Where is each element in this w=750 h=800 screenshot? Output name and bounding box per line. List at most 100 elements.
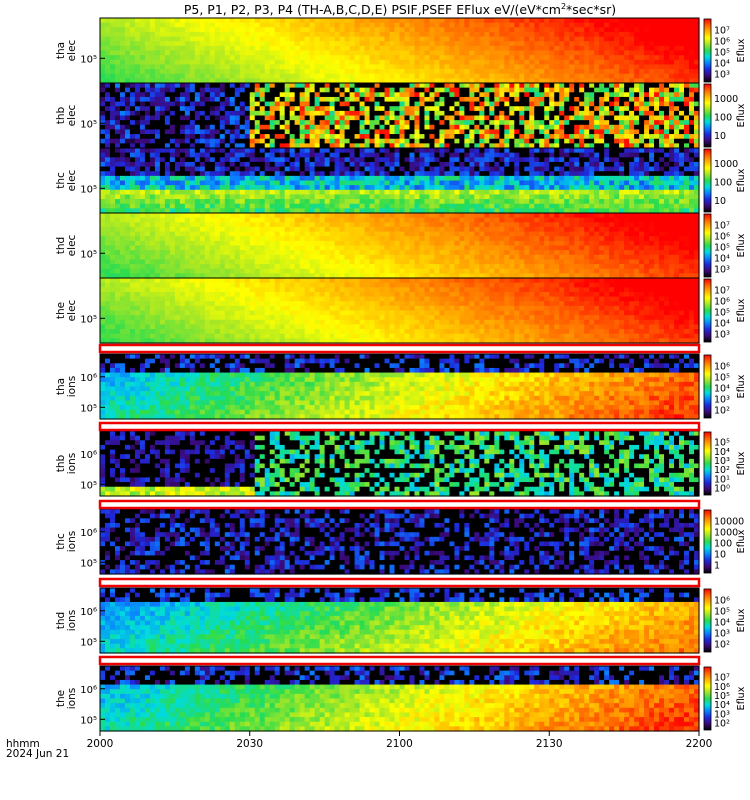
heatmap-cell [395,167,401,172]
heatmap-cell [629,134,635,139]
heatmap-cell [494,32,500,37]
heatmap-cell [429,199,435,204]
heatmap-cell [519,32,525,37]
heatmap-cell [400,32,406,37]
heatmap-cell [295,97,301,102]
heatmap-cell [524,88,530,93]
heatmap-cell [260,116,266,121]
heatmap-cell [170,69,176,74]
heatmap-cell [489,64,495,69]
heatmap-cell [424,102,430,107]
heatmap-cell [624,167,630,172]
heatmap-cell [165,153,171,158]
heatmap-cell [170,51,176,56]
heatmap-cell [439,167,445,172]
heatmap-cell [664,199,670,204]
heatmap-cell [639,18,645,23]
heatmap-cell [489,185,495,190]
heatmap-cell [664,167,670,172]
heatmap-cell [230,190,236,195]
heatmap-cell [439,88,445,93]
heatmap-cell [380,148,386,153]
heatmap-cell [619,116,625,121]
heatmap-cell [165,88,171,93]
heatmap-cell [524,181,530,186]
heatmap-cell [544,176,550,181]
heatmap-cell [434,27,440,32]
heatmap-cell [120,176,126,181]
heatmap-cell [509,51,515,56]
heatmap-cell [395,153,401,158]
heatmap-cell [280,125,286,130]
heatmap-cell [325,55,331,60]
heatmap-cell [395,23,401,28]
heatmap-cell [504,167,510,172]
heatmap-cell [330,129,336,134]
heatmap-cell [419,185,425,190]
heatmap-cell [300,32,306,37]
heatmap-cell [594,171,600,176]
heatmap-cell [534,27,540,32]
heatmap-cell [135,92,141,97]
heatmap-cell [514,55,520,60]
heatmap-cell [619,171,625,176]
heatmap-cell [240,69,246,74]
heatmap-cell [589,120,595,125]
heatmap-cell [185,88,191,93]
heatmap-cell [589,97,595,102]
heatmap-cell [409,74,415,79]
heatmap-cell [624,157,630,162]
heatmap-cell [549,64,555,69]
heatmap-cell [619,18,625,23]
heatmap-cell [365,97,371,102]
heatmap-cell [135,157,141,162]
heatmap-cell [599,194,605,199]
heatmap-cell [270,129,276,134]
heatmap-cell [529,134,535,139]
heatmap-cell [135,181,141,186]
heatmap-cell [599,51,605,56]
heatmap-cell [604,116,610,121]
heatmap-cell [260,204,266,209]
heatmap-cell [385,60,391,65]
heatmap-cell [644,32,650,37]
heatmap-cell [609,181,615,186]
heatmap-cell [145,92,151,97]
heatmap-cell [235,181,241,186]
heatmap-cell [419,157,425,162]
heatmap-cell [130,185,136,190]
heatmap-cell [110,97,116,102]
heatmap-cell [574,64,580,69]
heatmap-cell [245,171,251,176]
heatmap-cell [155,120,161,125]
heatmap-cell [365,46,371,51]
heatmap-cell [180,190,186,195]
heatmap-cell [125,37,131,42]
heatmap-cell [135,204,141,209]
heatmap-cell [409,204,415,209]
heatmap-cell [385,23,391,28]
heatmap-cell [205,106,211,111]
heatmap-cell [419,167,425,172]
heatmap-cell [524,60,530,65]
heatmap-cell [419,55,425,60]
heatmap-cell [544,190,550,195]
heatmap-cell [335,167,341,172]
heatmap-cell [539,176,545,181]
heatmap-cell [105,204,111,209]
heatmap-cell [659,74,665,79]
heatmap-cell [125,157,131,162]
heatmap-cell [609,129,615,134]
heatmap-cell [115,23,121,28]
heatmap-cell [484,92,490,97]
heatmap-cell [395,106,401,111]
heatmap-cell [504,106,510,111]
heatmap-cell [549,92,555,97]
heatmap-cell [669,55,675,60]
heatmap-cell [270,157,276,162]
heatmap-cell [419,125,425,130]
heatmap-cell [619,153,625,158]
heatmap-cell [539,18,545,23]
heatmap-cell [509,129,515,134]
heatmap-cell [644,88,650,93]
